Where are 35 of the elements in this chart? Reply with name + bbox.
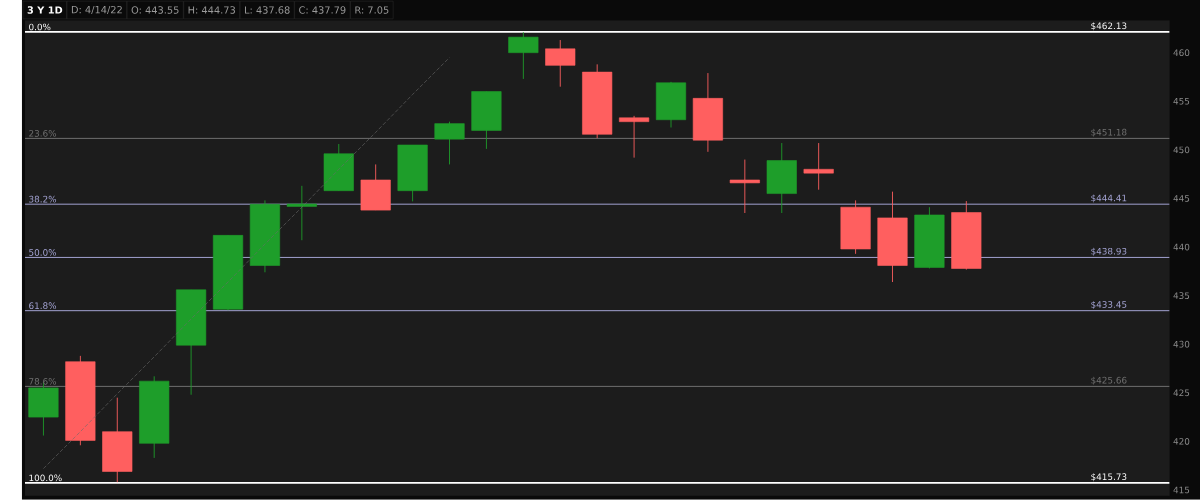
annotation: 23.6% (29, 130, 57, 137)
chart-title: 3 Y 1D (27, 6, 63, 14)
ref-line-label: $415.73 (1091, 473, 1127, 482)
ref-line-label: $433.45 (1091, 301, 1127, 310)
y-tick-label: 445 (1173, 195, 1190, 202)
y-tick-label: 415 (1173, 486, 1190, 494)
ref-line-label: $444.41 (1091, 194, 1127, 203)
text: C: 437.79 (299, 6, 346, 14)
text: O: 443.55 (131, 6, 179, 14)
annotation: 50.0% (29, 249, 57, 256)
ref-line-label: $462.13 (1091, 22, 1127, 31)
y-tick-label: 420 (1173, 438, 1190, 445)
y-tick-label: 450 (1173, 146, 1190, 154)
candlestick (286, 185, 317, 241)
annotation: 38.2% (29, 195, 57, 203)
candlestick (803, 142, 834, 191)
text: L: 437.68 (245, 6, 290, 14)
annotation: 78.6% (29, 378, 57, 385)
y-tick-label: 440 (1173, 243, 1190, 251)
y-tick-label: 425 (1173, 389, 1190, 397)
annotation: 0.0% (29, 23, 51, 31)
ref-line-label: $438.93 (1091, 247, 1127, 256)
text: H: 444.73 (188, 6, 235, 14)
y-tick-label: 460 (1173, 49, 1190, 57)
candlestick (619, 115, 650, 159)
y-tick-label: 435 (1173, 292, 1190, 300)
y-tick-label: 430 (1173, 340, 1190, 348)
annotation: 61.8% (29, 302, 57, 310)
text: R: 7.05 (355, 6, 389, 14)
ref-line-label: $451.18 (1091, 128, 1127, 137)
annotation: 100.0% (29, 474, 62, 482)
ref-line-label: $425.66 (1091, 376, 1127, 385)
candlestick (729, 159, 760, 214)
y-tick-label: 455 (1173, 98, 1190, 105)
text: D: 4/14/22 (71, 6, 122, 15)
